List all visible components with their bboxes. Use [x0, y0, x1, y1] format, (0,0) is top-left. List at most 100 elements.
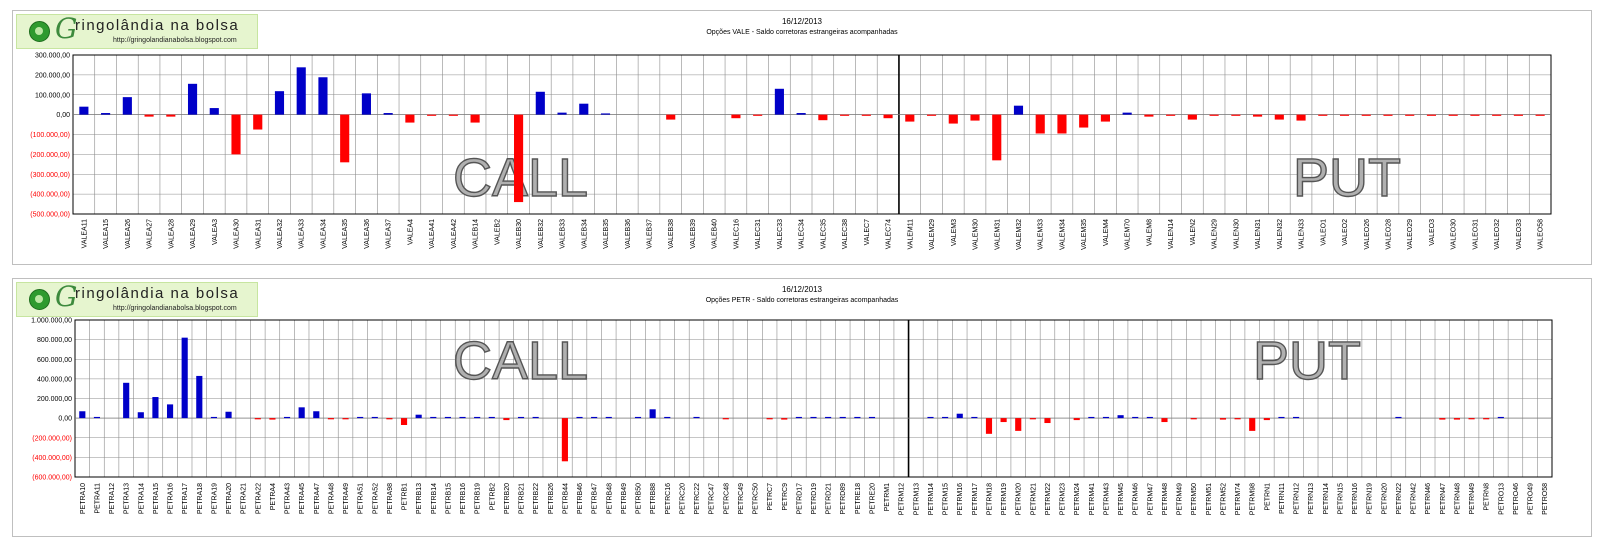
x-tick-label: PETRD17 — [796, 483, 803, 515]
bar — [985, 418, 993, 434]
x-tick-label: VALEC34 — [799, 219, 806, 249]
x-tick-label: VALEO29 — [1407, 219, 1414, 250]
x-tick-label: PETRB47 — [592, 483, 599, 514]
bar — [1102, 416, 1110, 419]
bar — [318, 77, 328, 115]
x-tick-label: VALEN33 — [1299, 219, 1306, 249]
chart-title: Opções PETR - Saldo corretoras estrangei… — [705, 297, 899, 304]
bar — [231, 114, 241, 155]
x-tick-label: PETRA21 — [241, 483, 248, 514]
x-tick-label: PETRM47 — [1147, 483, 1154, 515]
bar — [459, 416, 466, 419]
bar — [948, 114, 958, 124]
bar — [514, 114, 524, 203]
x-tick-label: PETRN11 — [1279, 483, 1286, 514]
y-tick-label: (200.000,00) — [32, 435, 72, 442]
x-tick-label: PETRM19 — [1001, 483, 1008, 515]
x-tick-label: PETRM22 — [1045, 483, 1052, 515]
x-tick-label: VALEO3 — [1429, 219, 1436, 246]
bar — [576, 416, 583, 419]
bar — [253, 114, 263, 130]
bar — [1513, 114, 1523, 116]
x-tick-label: PETRA12 — [109, 483, 116, 514]
x-tick-label: PETRM1 — [884, 483, 891, 512]
bar — [854, 416, 861, 419]
bar — [313, 411, 320, 419]
y-tick-label: 100.000,00 — [35, 92, 70, 99]
put-region-label: PUT — [1253, 331, 1361, 391]
x-tick-label: PETRB26 — [548, 483, 555, 514]
y-tick-label: 300.000,00 — [35, 53, 70, 60]
bar — [1468, 418, 1475, 420]
bar — [340, 114, 350, 163]
bar — [1035, 114, 1045, 134]
bar — [166, 404, 174, 419]
bar — [296, 67, 306, 115]
x-tick-label: PETRM51 — [1206, 483, 1213, 515]
x-tick-label: VALEO33 — [1516, 219, 1523, 250]
bar — [444, 416, 451, 419]
bar — [79, 106, 89, 115]
bar — [1453, 418, 1461, 420]
x-tick-label: PETRN22 — [1396, 483, 1403, 515]
call-region-label: CALL — [453, 331, 588, 391]
x-tick-label: PETRA13 — [124, 483, 131, 514]
plot-frame — [72, 54, 1552, 215]
bar — [1470, 114, 1480, 116]
x-tick-label: PETRD21 — [826, 483, 833, 515]
bar — [1426, 114, 1437, 116]
x-tick-label: PETRA10 — [80, 483, 87, 514]
x-tick-label: PETRN19 — [1367, 483, 1374, 515]
x-tick-label: VALEN30 — [1233, 219, 1240, 249]
x-tick-label: PETRM41 — [1089, 483, 1096, 515]
globe-icon — [29, 289, 50, 310]
bar — [1395, 416, 1402, 419]
x-tick-label: PETRM16 — [957, 483, 964, 515]
petr-bar-chart: CALL PUT 1.000.000,00 800.000,00 600.000,00 4… — [31, 318, 1553, 515]
x-tick-label: PETRM20 — [1016, 483, 1023, 515]
bar — [557, 112, 567, 115]
bar — [225, 411, 232, 419]
x-tick-label: VALEC74 — [886, 219, 893, 249]
x-tick-label: PETRB44 — [562, 483, 569, 514]
bar — [254, 418, 261, 420]
x-tick-label: PETRA49 — [343, 483, 350, 514]
bar — [1234, 418, 1241, 420]
x-tick-label: VALEM31 — [994, 219, 1001, 250]
x-tick-label: PETRA16 — [168, 483, 175, 514]
x-tick-label: PETRA14 — [138, 483, 145, 514]
x-tick-label: PETRC22 — [694, 483, 701, 515]
bar — [1263, 418, 1270, 421]
x-tick-label: PETRM46 — [1133, 483, 1140, 515]
bar — [532, 416, 539, 419]
x-tick-label: VALEN2 — [1190, 219, 1197, 245]
x-tick-label: PETRM23 — [1060, 483, 1067, 515]
x-tick-label: VALEA3 — [212, 219, 219, 245]
x-tick-label: VALEO58 — [1538, 219, 1545, 250]
bar — [1278, 416, 1285, 419]
x-tick-label: VALEM32 — [1016, 219, 1023, 250]
x-tick-label: PETRA47 — [314, 483, 321, 514]
bar — [137, 412, 144, 419]
x-tick-label: PETRN15 — [1337, 483, 1344, 515]
bar — [101, 113, 111, 115]
x-tick-label: VALEO30 — [1451, 219, 1458, 250]
bar — [122, 97, 132, 115]
x-tick-label: PETRC20 — [679, 483, 686, 515]
x-tick-label: PETRM45 — [1118, 483, 1125, 515]
bar — [517, 416, 525, 419]
bar — [1122, 112, 1132, 115]
logo-name: ringolândia na bolsa — [75, 285, 240, 302]
bar — [926, 114, 937, 116]
bar — [781, 418, 788, 420]
bar — [634, 416, 642, 419]
y-tick-label: 200.000,00 — [35, 72, 70, 79]
x-tick-label: PETRA52 — [372, 483, 379, 514]
bar — [283, 416, 291, 419]
x-tick-label: VALEA31 — [255, 219, 262, 249]
x-tick-label: PETRB13 — [416, 483, 423, 514]
x-tick-label: PETRN48 — [1454, 483, 1461, 515]
bar — [825, 416, 832, 419]
x-tick-label: PETRM74 — [1235, 483, 1242, 515]
x-tick-label: VALEN32 — [1277, 219, 1284, 249]
